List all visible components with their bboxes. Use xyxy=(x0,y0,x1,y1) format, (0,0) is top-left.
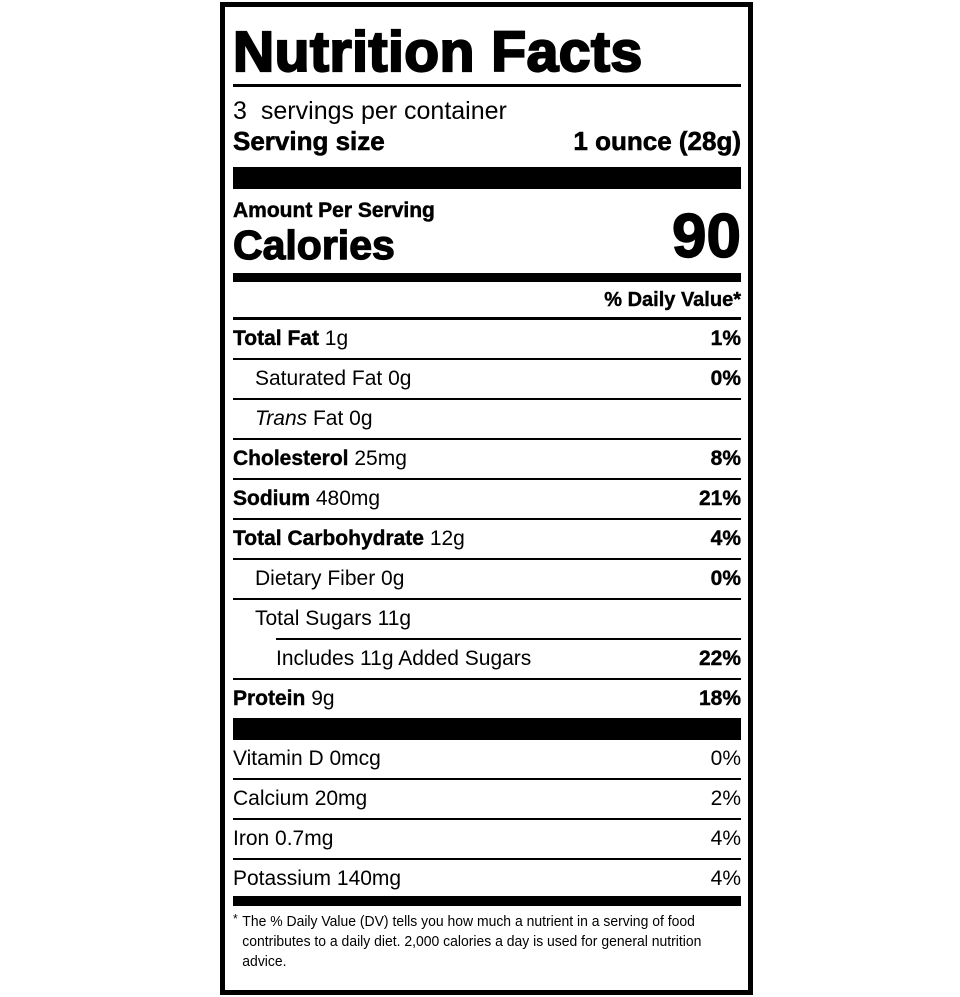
nutrient-row-total-sugars: Total Sugars 11g xyxy=(255,607,412,630)
vitamin-row-vitamin-d: Vitamin D 0mcg 0% xyxy=(233,740,741,780)
vitamin-row-calcium: Calcium 20mg 2% xyxy=(233,780,741,820)
divider xyxy=(276,638,741,640)
nutrient-row-dietary-fiber: Dietary Fiber 0g 0% xyxy=(233,560,741,600)
medium-divider xyxy=(233,273,741,282)
daily-value-header: % Daily Value* xyxy=(604,289,741,311)
vitamin-row-potassium: Potassium 140mg 4% xyxy=(233,867,741,890)
nutrient-row-added-sugars: Includes 11g Added Sugars 22% xyxy=(233,640,741,680)
nutrition-facts-label: Nutrition Facts 3 servings per container … xyxy=(220,2,753,995)
divider xyxy=(233,84,741,87)
medium-divider xyxy=(233,896,741,906)
nutrient-row-sodium: Sodium 480mg 21% xyxy=(233,480,741,520)
thick-divider xyxy=(233,167,741,189)
footnote: * The % Daily Value (DV) tells you how mu… xyxy=(233,911,702,970)
nutrient-row-total-carbohydrate: Total Carbohydrate 12g 4% xyxy=(233,520,741,560)
calories-row: Calories 90 xyxy=(232,202,741,271)
thick-divider xyxy=(233,718,741,740)
nutrient-row-cholesterol: Cholesterol 25mg 8% xyxy=(233,440,741,480)
amount-per-serving: Amount Per Serving xyxy=(233,199,435,223)
serving-size: Serving size 1 ounce (28g) xyxy=(233,126,742,157)
divider xyxy=(233,317,741,320)
servings-per-container: 3 servings per container xyxy=(233,97,507,125)
nutrient-row-total-fat: Total Fat 1g 1% xyxy=(233,320,741,360)
calories-value: 90 xyxy=(671,202,741,271)
nutrient-row-saturated-fat: Saturated Fat 0g 0% xyxy=(233,360,741,400)
nutrient-row-protein: Protein 9g 18% xyxy=(233,687,741,710)
nutrient-row-trans-fat: Trans Fat 0g xyxy=(233,400,741,440)
vitamin-row-iron: Iron 0.7mg 4% xyxy=(233,820,741,860)
label-title: Nutrition Facts xyxy=(232,19,643,85)
